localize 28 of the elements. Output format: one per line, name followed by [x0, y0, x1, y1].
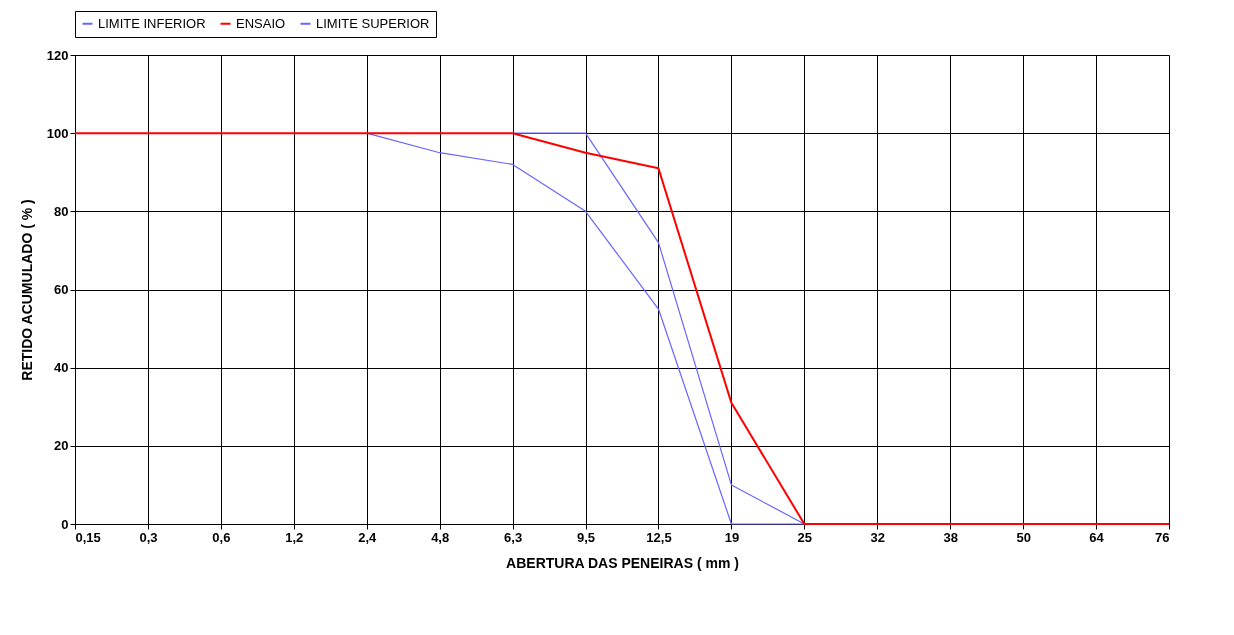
legend-label: LIMITE INFERIOR	[98, 15, 206, 31]
x-tick-label: 0,15	[75, 529, 101, 545]
y-tick-label: 100	[46, 125, 69, 141]
x-tick-label: 9,5	[576, 529, 596, 545]
x-tick-label: 64	[1089, 529, 1105, 545]
x-tick-label: 76	[1155, 529, 1170, 545]
x-tick-label: 6,3	[504, 529, 523, 545]
y-tick-label: 0	[61, 516, 69, 532]
legend-label: ENSAIO	[236, 15, 286, 31]
y-tick-label: 20	[54, 438, 69, 454]
x-tick-label: 4,8	[431, 529, 450, 545]
y-tick-label: 120	[46, 47, 69, 63]
y-axis-title: RETIDO ACUMULADO ( % )	[18, 199, 35, 381]
x-tick-label: 38	[943, 529, 958, 545]
x-tick-label: 1,2	[285, 529, 304, 545]
y-tick-label: 60	[54, 282, 69, 297]
x-tick-label: 2,4	[358, 529, 378, 545]
y-tick-label: 80	[54, 203, 69, 219]
y-tick-label: 40	[54, 360, 69, 376]
x-axis-title: ABERTURA DAS PENEIRAS ( mm )	[506, 554, 739, 571]
x-tick-label: 0,6	[212, 529, 231, 545]
x-tick-label: 0,3	[139, 529, 158, 545]
x-tick-label: 19	[724, 529, 740, 545]
x-tick-label: 12,5	[646, 529, 672, 545]
x-tick-label: 25	[797, 529, 813, 545]
x-tick-label: 50	[1016, 529, 1031, 545]
legend-label: LIMITE SUPERIOR	[316, 15, 430, 31]
x-tick-label: 32	[870, 529, 885, 545]
